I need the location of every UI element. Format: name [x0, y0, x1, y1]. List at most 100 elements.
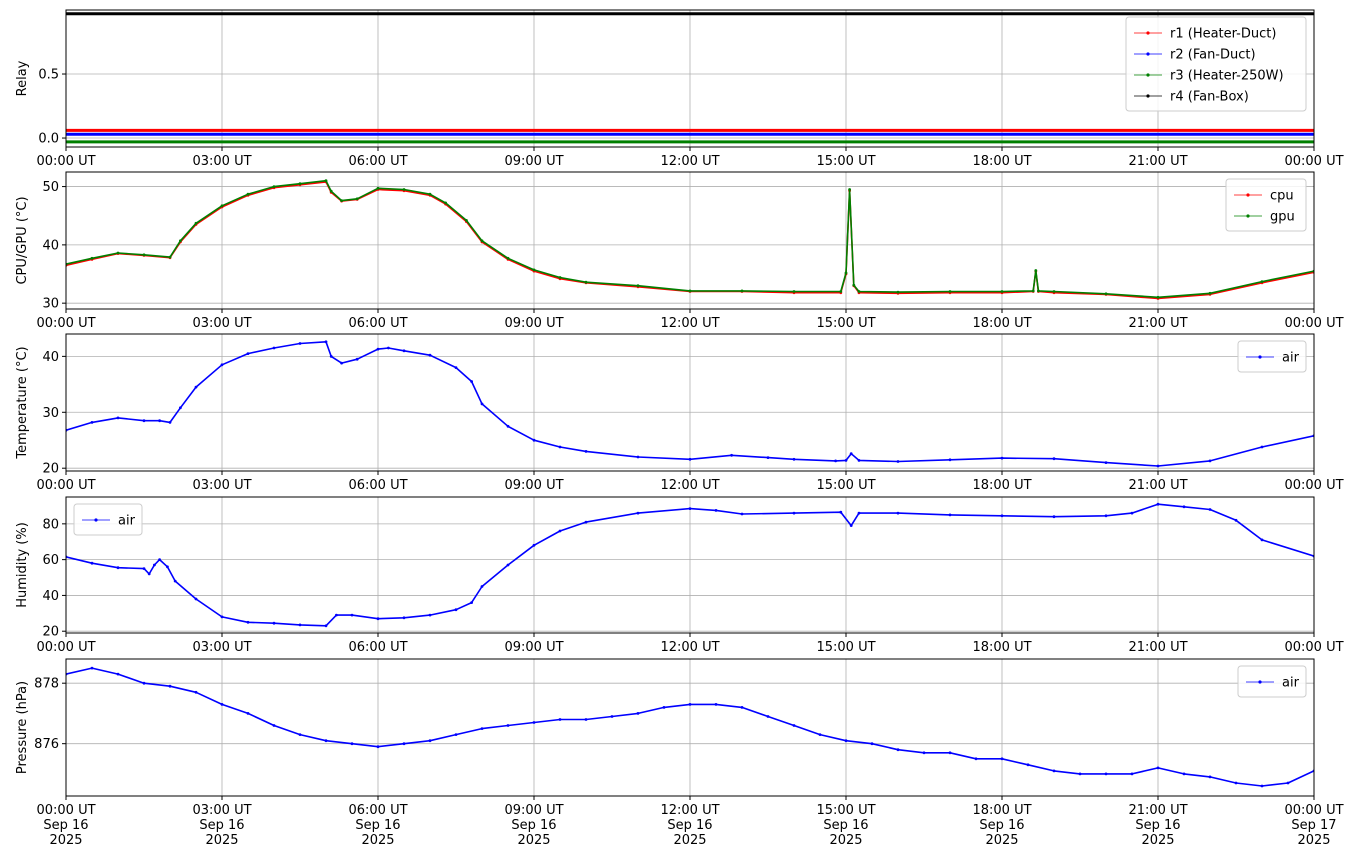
x-tick-label: 09:00 UT: [504, 478, 563, 493]
data-point: [298, 733, 302, 736]
x-tick-label-line: 06:00 UT: [348, 154, 407, 169]
data-point: [376, 186, 380, 190]
data-point: [1156, 464, 1160, 468]
x-tick-label: 00:00 UT: [36, 154, 95, 169]
legend-label: cpu: [1270, 189, 1294, 204]
x-tick-label-line: 2025: [1297, 833, 1330, 848]
y-tick-label: 20: [42, 625, 59, 640]
subplot-4: 20 40 60 80 00:00 UT 03:00 UT 06:00 UT 09:00 UT…: [15, 496, 1344, 655]
data-point: [839, 290, 843, 293]
x-tick-label: 12:00 UT: [660, 316, 719, 331]
x-tick-label: 00:00 UT: [36, 640, 95, 655]
data-point: [355, 357, 359, 361]
data-point: [272, 185, 276, 189]
grid-lines: [66, 659, 1314, 796]
x-tick-label: 18:00 UT: [972, 640, 1031, 655]
data-point: [636, 455, 640, 459]
data-point: [584, 520, 588, 524]
data-point: [355, 197, 359, 201]
y-axis-label: Temperature (°C): [15, 346, 30, 459]
data-point: [168, 684, 172, 688]
data-point: [818, 733, 822, 736]
legend-label: air: [1282, 351, 1300, 366]
data-point: [376, 347, 380, 351]
x-tick-label-line: Sep 16: [1135, 818, 1180, 833]
data-point: [948, 290, 952, 293]
data-point: [740, 706, 744, 709]
x-tick-label: 03:00 UT Sep 16 2025: [192, 803, 251, 848]
data-point: [896, 290, 900, 294]
data-point: [329, 189, 333, 193]
data-point: [948, 458, 952, 462]
x-tick-label-line: 09:00 UT: [504, 316, 563, 331]
data-point: [849, 524, 853, 527]
x-tick-label-line: 06:00 UT: [348, 803, 407, 818]
data-point: [142, 567, 146, 570]
data-point: [1037, 289, 1040, 293]
data-point: [194, 690, 198, 694]
data-point: [1156, 766, 1160, 770]
x-tick-label: 09:00 UT: [504, 154, 563, 169]
legend-label: r3 (Heater-250W): [1170, 69, 1284, 84]
data-point: [376, 745, 380, 749]
x-tick-label: 12:00 UT Sep 16 2025: [660, 803, 719, 848]
x-tick-label-line: 00:00 UT: [36, 316, 95, 331]
data-point: [480, 727, 484, 730]
legend-box: [73, 503, 143, 536]
x-tick-label-line: Sep 16: [355, 818, 400, 833]
legend-item: air: [1246, 676, 1300, 691]
legend-item: r2 (Fan-Duct): [1134, 48, 1256, 63]
legend-swatch-marker: [1246, 214, 1250, 218]
y-axis-label: Pressure (hPa): [15, 681, 30, 774]
x-tick-label-line: 15:00 UT: [816, 478, 875, 493]
data-point: [1031, 289, 1035, 293]
data-point: [350, 613, 354, 617]
data-point: [168, 255, 172, 259]
data-point: [402, 742, 406, 746]
data-point: [168, 421, 172, 424]
data-point: [1052, 769, 1056, 773]
data-point: [848, 188, 851, 191]
legend-swatch-marker: [1146, 31, 1150, 35]
data-point: [857, 290, 861, 293]
data-point: [766, 715, 770, 718]
data-point: [1182, 505, 1186, 509]
data-point: [1130, 511, 1134, 515]
data-point: [387, 346, 390, 350]
legend: air: [73, 503, 143, 536]
x-tick-label-line: 2025: [205, 833, 238, 848]
x-tick-label: 15:00 UT: [816, 640, 875, 655]
data-point: [558, 718, 562, 721]
legend-item: r4 (Fan-Box): [1134, 90, 1249, 105]
data-point: [194, 221, 198, 225]
legend: cpu gpu: [1225, 178, 1307, 232]
data-point: [376, 617, 380, 621]
data-point: [428, 739, 432, 743]
legend-item: r1 (Heater-Duct): [1134, 27, 1276, 42]
x-tick-label-line: 03:00 UT: [192, 640, 251, 655]
data-point: [896, 511, 900, 515]
grid-lines: [66, 334, 1314, 471]
legend-label: gpu: [1270, 210, 1295, 225]
x-tick-label: 06:00 UT: [348, 316, 407, 331]
data-point: [324, 340, 328, 344]
data-point: [792, 724, 796, 727]
x-tick-label: 00:00 UT: [36, 478, 95, 493]
x-tick-label-line: 15:00 UT: [816, 803, 875, 818]
x-tick-label-line: Sep 16: [979, 818, 1024, 833]
x-tick-label-line: 09:00 UT: [504, 478, 563, 493]
data-point: [1104, 514, 1108, 518]
data-point: [272, 346, 276, 350]
data-point: [350, 742, 354, 746]
data-point: [1182, 772, 1186, 776]
data-point: [220, 703, 224, 706]
x-tick-label: 06:00 UT: [348, 154, 407, 169]
data-point: [470, 380, 473, 383]
data-point: [1104, 772, 1108, 776]
data-point: [948, 751, 952, 755]
data-point: [636, 284, 640, 288]
data-point: [870, 742, 874, 746]
x-tick-label: 03:00 UT: [192, 640, 251, 655]
y-tick-label: 20: [42, 462, 59, 477]
